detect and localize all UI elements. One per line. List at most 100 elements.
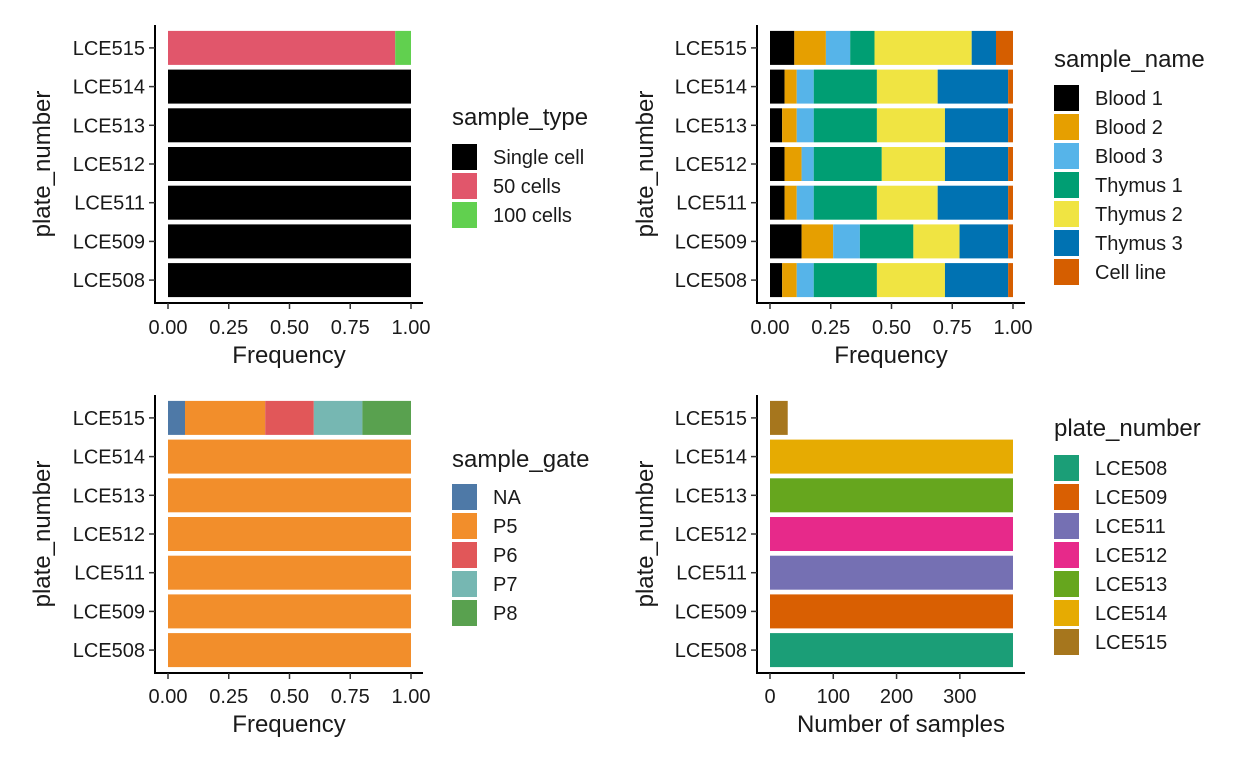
y-tick-label: LCE511 [74, 193, 145, 215]
bar-segment-lce508-thymus-3 [944, 263, 1009, 298]
x-axis-title: Frequency [232, 342, 345, 369]
bar-segment-lce508-thymus-2 [876, 263, 945, 298]
bar-segment-lce515-p5 [185, 400, 266, 435]
bar-lce509 [770, 594, 1013, 629]
bar-segment-lce515-100-cells [395, 30, 411, 65]
legend-swatch [1054, 484, 1079, 510]
y-tick-label: LCE511 [74, 563, 145, 585]
bar-segment-lce515-thymus-2 [874, 30, 972, 65]
bar-segment-lce511-thymus-3 [937, 185, 1009, 220]
bar-segment-lce508-cell-line [1008, 263, 1013, 298]
y-tick-label: LCE511 [676, 563, 747, 585]
legend-swatch [1054, 629, 1079, 655]
legend-swatch [1054, 85, 1079, 111]
x-tick-label: 0.00 [149, 317, 188, 339]
bar-segment-lce509-blood-3 [833, 224, 860, 259]
bar-segment-lce508-blood-3 [796, 263, 814, 298]
x-tick-label: 0.75 [331, 686, 370, 708]
legend-title: sample_type [452, 104, 588, 131]
bar-lce508 [770, 633, 1013, 668]
x-tick-label: 1.00 [994, 317, 1033, 339]
bars [770, 400, 1013, 668]
bar-segment-lce515-blood-2 [794, 30, 826, 65]
legend: sample_name Blood 1 Blood 2 Blood 3 Thymus 1… [1054, 46, 1205, 285]
y-tick-label: LCE513 [73, 485, 145, 507]
bar-segment-lce515-cell-line [995, 30, 1013, 65]
bar-segment-lce514-blood-2 [784, 69, 797, 104]
x-axis-title: Frequency [834, 342, 947, 369]
bar-segment-lce513-blood-2 [782, 108, 797, 143]
y-tick-label: LCE514 [675, 77, 747, 99]
y-tick-label: LCE509 [73, 601, 145, 623]
legend-swatch [1054, 201, 1079, 227]
x-tick-label: 0.50 [270, 317, 309, 339]
bar-segment-lce508-blood-1 [770, 263, 783, 298]
bar-segment-lce515-p7 [313, 400, 363, 435]
bar-segment-lce508-single-cell [168, 263, 411, 298]
bar-segment-lce514-p5 [168, 439, 411, 474]
bar-segment-lce515-p8 [362, 400, 411, 435]
bar-segment-lce511-single-cell [168, 185, 411, 220]
legend-swatch [452, 202, 477, 228]
bar-segment-lce515-na [168, 400, 186, 435]
legend-label: Thymus 2 [1095, 204, 1183, 226]
y-tick-label: LCE514 [675, 447, 747, 469]
bar-segment-lce514-thymus-2 [876, 69, 938, 104]
bar-segment-lce514-single-cell [168, 69, 411, 104]
x-tick-label: 300 [943, 686, 976, 708]
legend-label: LCE513 [1095, 574, 1167, 596]
y-tick-label: LCE511 [676, 193, 747, 215]
bar-segment-lce512-blood-3 [801, 147, 814, 181]
bar-segment-lce509-single-cell [168, 224, 411, 259]
bar-segment-lce514-thymus-1 [813, 69, 877, 104]
y-tick-label: LCE512 [73, 524, 145, 546]
bar-segment-lce515-thymus-3 [971, 30, 996, 65]
x-tick-label: 0.50 [270, 686, 309, 708]
y-tick-label: LCE514 [73, 77, 145, 99]
y-axis-title: plate_number [29, 461, 56, 608]
y-tick-label: LCE513 [675, 115, 747, 137]
bar-segment-lce508-thymus-1 [813, 263, 877, 298]
legend-swatch [452, 571, 477, 597]
bar-segment-lce511-cell-line [1008, 185, 1013, 220]
bar-lce511 [770, 555, 1013, 590]
bar-lce515 [770, 400, 788, 435]
bar-segment-lce515-blood-1 [770, 30, 795, 65]
bars [770, 30, 1013, 298]
bar-segment-lce514-cell-line [1008, 69, 1013, 104]
bar-segment-lce515-thymus-1 [850, 30, 875, 65]
y-tick-label: LCE509 [675, 601, 747, 623]
bar-segment-lce513-blood-3 [796, 108, 814, 143]
x-tick-label: 0.25 [209, 686, 248, 708]
x-tick-label: 0.25 [811, 317, 850, 339]
bar-segment-lce508-p5 [168, 633, 411, 668]
y-tick-label: LCE514 [73, 447, 145, 469]
x-axis-title: Frequency [232, 711, 345, 738]
bar-segment-lce512-thymus-3 [944, 147, 1009, 181]
bar-segment-lce511-blood-1 [770, 185, 785, 220]
legend-label: P8 [493, 603, 517, 625]
bar-segment-lce511-blood-3 [796, 185, 814, 220]
y-tick-label: LCE513 [73, 115, 145, 137]
legend-label: Blood 3 [1095, 146, 1163, 168]
bar-segment-lce513-cell-line [1008, 108, 1013, 143]
bar-segment-lce515-50-cells [168, 30, 396, 65]
legend: plate_number LCE508 LCE509 LCE511 LCE512 LCE5… [1054, 415, 1201, 655]
bar-segment-lce513-thymus-3 [944, 108, 1009, 143]
y-tick-label: LCE508 [675, 640, 747, 662]
bar-segment-lce511-blood-2 [784, 185, 797, 220]
bar-segment-lce509-cell-line [1008, 224, 1013, 259]
bar-segment-lce512-blood-2 [784, 147, 802, 181]
bar-segment-lce512-blood-1 [770, 147, 785, 181]
bar-segment-lce511-thymus-1 [813, 185, 877, 220]
x-axis-title: Number of samples [797, 711, 1005, 738]
legend-label: NA [493, 487, 521, 509]
bar-segment-lce509-blood-1 [770, 224, 802, 259]
bar-segment-lce513-blood-1 [770, 108, 783, 143]
legend: sample_type Single cell 50 cells 100 cells [452, 104, 588, 228]
legend-swatch [452, 144, 477, 170]
x-tick-label: 0.75 [933, 317, 972, 339]
bar-segment-lce512-thymus-1 [813, 147, 882, 181]
legend-swatch [1054, 455, 1079, 481]
y-tick-label: LCE512 [73, 154, 145, 176]
